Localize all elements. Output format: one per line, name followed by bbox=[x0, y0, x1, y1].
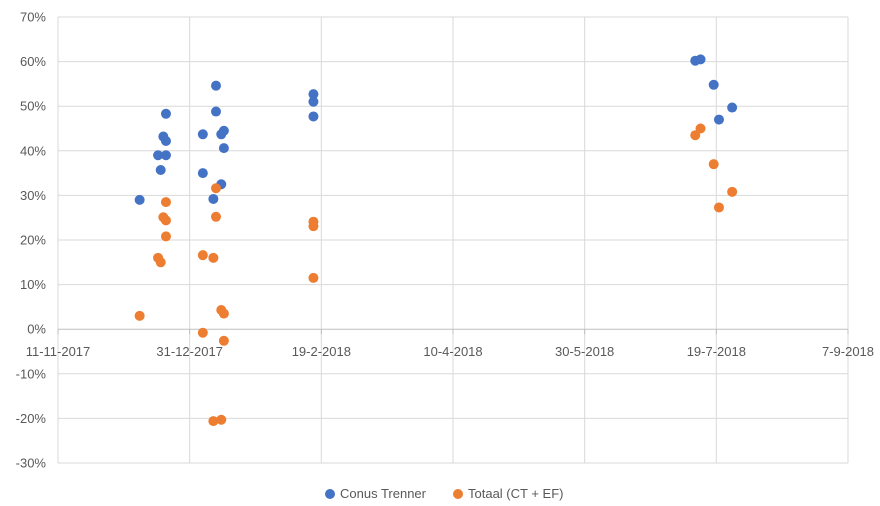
data-point bbox=[197, 129, 208, 140]
grid-layer bbox=[57, 16, 849, 464]
data-point bbox=[208, 252, 219, 263]
data-point bbox=[197, 168, 208, 179]
axis-layer: 70% 60% 50% 40% 30% 20% 10% 0% -10% -20% -30% 11-11… bbox=[16, 10, 874, 471]
y-tick-label: 10% bbox=[20, 277, 46, 292]
data-point bbox=[134, 194, 145, 205]
x-tick-label: 10-4-2018 bbox=[423, 344, 482, 359]
data-point bbox=[153, 150, 164, 161]
y-tick-label: -20% bbox=[16, 411, 47, 426]
y-tick-label: 0% bbox=[27, 322, 46, 337]
data-point bbox=[308, 89, 319, 100]
x-tick-label: 19-2-2018 bbox=[292, 344, 351, 359]
data-point bbox=[160, 108, 171, 119]
y-tick-label: 20% bbox=[20, 233, 46, 248]
data-point bbox=[211, 211, 221, 222]
data-point bbox=[727, 186, 738, 197]
data-point bbox=[695, 54, 706, 65]
x-tick-label: 19-7-2018 bbox=[687, 344, 746, 359]
data-point bbox=[218, 143, 229, 154]
data-point bbox=[308, 221, 319, 232]
y-tick-label: 70% bbox=[20, 10, 46, 25]
data-point bbox=[713, 202, 724, 213]
data-point bbox=[218, 308, 229, 319]
data-point bbox=[727, 102, 738, 113]
x-tick-label: 30-5-2018 bbox=[555, 344, 614, 359]
x-tick-label: 11-11-2017 bbox=[26, 344, 91, 359]
data-point bbox=[211, 80, 221, 91]
data-point bbox=[708, 79, 719, 90]
data-point bbox=[708, 159, 719, 170]
data-point bbox=[695, 123, 706, 134]
x-tick-label: 31-12-2017 bbox=[156, 344, 223, 359]
data-point bbox=[211, 106, 221, 117]
data-point bbox=[160, 135, 171, 146]
data-point bbox=[308, 111, 319, 122]
legend-label: Conus Trenner bbox=[340, 486, 427, 501]
data-point bbox=[308, 272, 319, 283]
data-point bbox=[155, 257, 166, 268]
series-totaal-ct-ef bbox=[134, 123, 738, 427]
data-point bbox=[155, 164, 166, 175]
data-point bbox=[134, 310, 145, 321]
legend-label: Totaal (CT + EF) bbox=[468, 486, 563, 501]
y-tick-label: 30% bbox=[20, 188, 46, 203]
legend: Conus Trenner Totaal (CT + EF) bbox=[325, 486, 563, 501]
series-conus-trenner bbox=[134, 54, 738, 205]
data-point bbox=[160, 215, 171, 226]
data-point bbox=[218, 335, 229, 346]
data-point bbox=[211, 183, 221, 194]
data-point bbox=[208, 193, 219, 204]
data-point bbox=[160, 197, 171, 208]
y-tick-label: 60% bbox=[20, 54, 46, 69]
points-layer bbox=[134, 54, 738, 427]
data-point bbox=[197, 327, 208, 338]
legend-marker bbox=[453, 489, 463, 499]
data-point bbox=[308, 96, 319, 107]
x-tick-label: 7-9-2018 bbox=[822, 344, 874, 359]
y-tick-label: 50% bbox=[20, 99, 46, 114]
y-tick-label: -10% bbox=[16, 366, 47, 381]
data-point bbox=[160, 150, 171, 161]
data-point bbox=[713, 114, 724, 125]
data-point bbox=[197, 250, 208, 261]
data-point bbox=[690, 130, 701, 141]
data-point bbox=[160, 231, 171, 242]
data-point bbox=[208, 416, 219, 427]
data-point bbox=[216, 414, 227, 425]
y-tick-label: -30% bbox=[16, 456, 47, 471]
legend-marker bbox=[325, 489, 335, 499]
data-point bbox=[218, 125, 229, 136]
y-tick-label: 40% bbox=[20, 143, 46, 158]
